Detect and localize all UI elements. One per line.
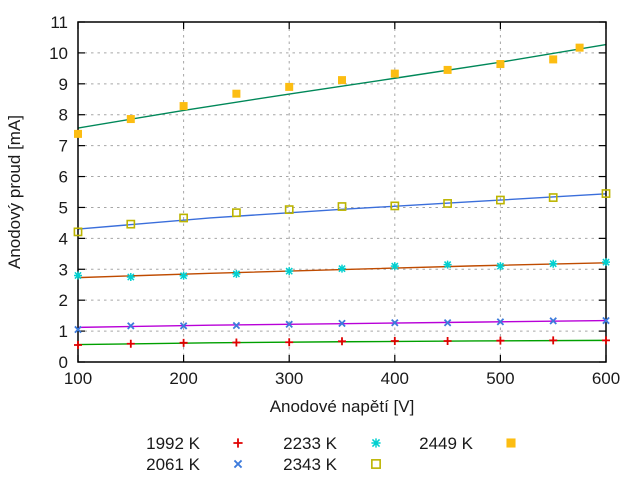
x-axis-label: Anodové napětí [V] (270, 397, 415, 416)
y-tick-label: 0 (59, 353, 68, 372)
y-tick-label: 8 (59, 106, 68, 125)
y-tick-label: 10 (49, 44, 68, 63)
legend-marker-square-filled-icon (506, 438, 516, 448)
y-tick-label: 7 (59, 137, 68, 156)
y-tick-label: 1 (59, 322, 68, 341)
y-tick-label: 11 (50, 13, 68, 32)
x-tick-label: 600 (592, 369, 620, 388)
axis-ticks (77, 21, 607, 363)
x-tick-label: 500 (486, 369, 514, 388)
x-tick-labels: 100 200 300 400 500 600 (64, 369, 620, 388)
x-tick-label: 400 (381, 369, 409, 388)
y-tick-label: 5 (59, 198, 68, 217)
series-points-2343-K (73, 189, 611, 237)
fit-line-2343-K (77, 193, 607, 230)
grid (78, 22, 606, 362)
legend-marker-plus-icon (233, 438, 243, 448)
legend-marker-cross-icon (233, 459, 243, 469)
y-tick-label: 2 (59, 291, 68, 310)
legend-marker-asterisk-icon (371, 438, 381, 448)
series-points-1992-K (74, 336, 610, 349)
y-tick-label: 4 (59, 229, 68, 248)
x-tick-label: 100 (64, 369, 92, 388)
y-axis-label: Anodový proud [mA] (5, 115, 24, 269)
y-tick-label: 3 (59, 260, 68, 279)
legend-label-2061-K: 2061 K (146, 455, 201, 474)
legend-label-1992-K: 1992 K (146, 434, 201, 453)
legend: 1992 K 2061 K 2233 K 2343 K 2449 K (146, 434, 516, 474)
x-tick-label: 200 (169, 369, 197, 388)
plot-frame (77, 21, 607, 363)
legend-label-2449-K: 2449 K (419, 434, 474, 453)
legend-label-2233-K: 2233 K (283, 434, 338, 453)
series-points-2449-K (74, 43, 584, 138)
legend-marker-square-open-icon (371, 459, 381, 469)
y-tick-label: 6 (59, 168, 68, 187)
y-tick-label: 9 (59, 75, 68, 94)
series-points-2233-K (74, 258, 610, 281)
fit-line-2449-K (77, 43, 607, 129)
y-tick-labels: 0 1 2 3 4 5 6 7 8 9 10 11 (49, 13, 68, 372)
x-tick-label: 300 (275, 369, 303, 388)
series-points-2061-K (74, 316, 610, 334)
legend-label-2343-K: 2343 K (283, 455, 338, 474)
